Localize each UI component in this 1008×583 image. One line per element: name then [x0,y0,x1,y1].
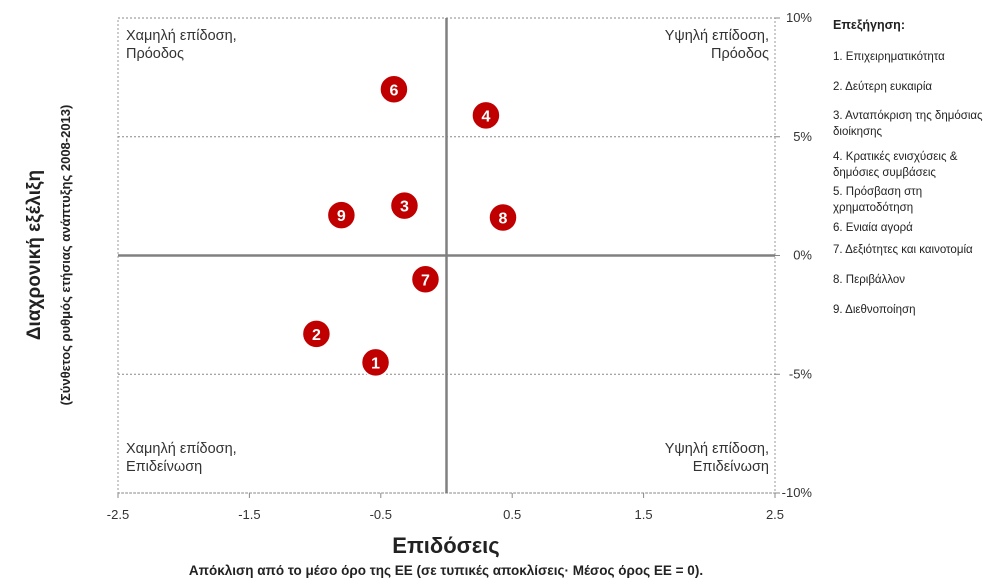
point-label: 3 [400,199,409,216]
point [379,74,409,104]
quadrant-label: Υψηλή επίδοση, [665,441,769,457]
legend-item: χρηματοδότηση [833,202,914,214]
point [410,264,441,294]
legend-item: 9. Διεθνοποίηση [833,304,916,316]
quadrant-label: Χαμηλή επίδοση, [126,441,237,457]
legend-item: 6. Ενιαία αγορά [833,222,913,234]
y-tick-label: -5% [789,366,813,381]
point-label: 1 [371,355,380,372]
legend-item: 4. Κρατικές ενισχύσεις & [833,151,958,163]
legend-item: 7. Δεξιότητες και καινοτομία [833,244,973,256]
legend-item: 1. Επιχειρηματικότητα [833,51,945,63]
x-tick-label: 0.5 [503,507,521,522]
legend-item: 2. Δεύτερη ευκαιρία [833,81,933,93]
point-label: 7 [421,272,430,289]
point [301,319,332,349]
x-tick-label: -0.5 [370,507,392,522]
point [360,347,391,378]
point [326,200,357,230]
x-tick-label: -1.5 [238,507,260,522]
point [389,190,420,221]
x-tick-label: 2.5 [766,507,784,522]
legend-title: Επεξήγηση: [833,18,905,32]
x-subtitle: Απόκλιση από το μέσο όρο της ΕΕ (σε τυπι… [189,563,703,578]
y-tick-label: -10% [782,485,813,500]
point-label: 9 [337,208,346,225]
quadrant-label: Πρόοδος [711,46,769,62]
point-label: 6 [389,82,398,99]
legend-item: 3. Ανταπόκριση της δημόσιας [833,110,983,122]
x-tick-label: -2.5 [107,507,129,522]
y-title: Διαχρονική εξέλιξη [24,170,45,340]
point-label: 2 [312,327,321,344]
quadrant-label: Υψηλή επίδοση, [665,28,769,44]
point [488,202,518,233]
quadrant-label: Επιδείνωση [693,459,769,475]
quadrant-label: Χαμηλή επίδοση, [126,28,237,44]
x-tick-label: 1.5 [635,507,653,522]
y-subtitle: (Σύνθετος ρυθμός ετήσιας ανάπτυξης 2008-… [58,105,73,406]
legend-item: 5. Πρόσβαση στη [833,186,923,198]
x-title: Επιδόσεις [392,533,499,558]
quadrant-label: Πρόοδος [126,46,184,62]
y-tick-label: 5% [793,129,812,144]
point-label: 4 [481,108,490,125]
legend-item: 8. Περιβάλλον [833,274,906,286]
legend-item: δημόσιες συμβάσεις [833,167,936,179]
y-tick-label: 0% [793,248,812,263]
point-label: 8 [499,211,508,228]
point [471,100,501,131]
legend-item: διοίκησης [833,126,883,138]
y-tick-label: 10% [786,10,812,25]
quadrant-label: Επιδείνωση [126,459,202,475]
